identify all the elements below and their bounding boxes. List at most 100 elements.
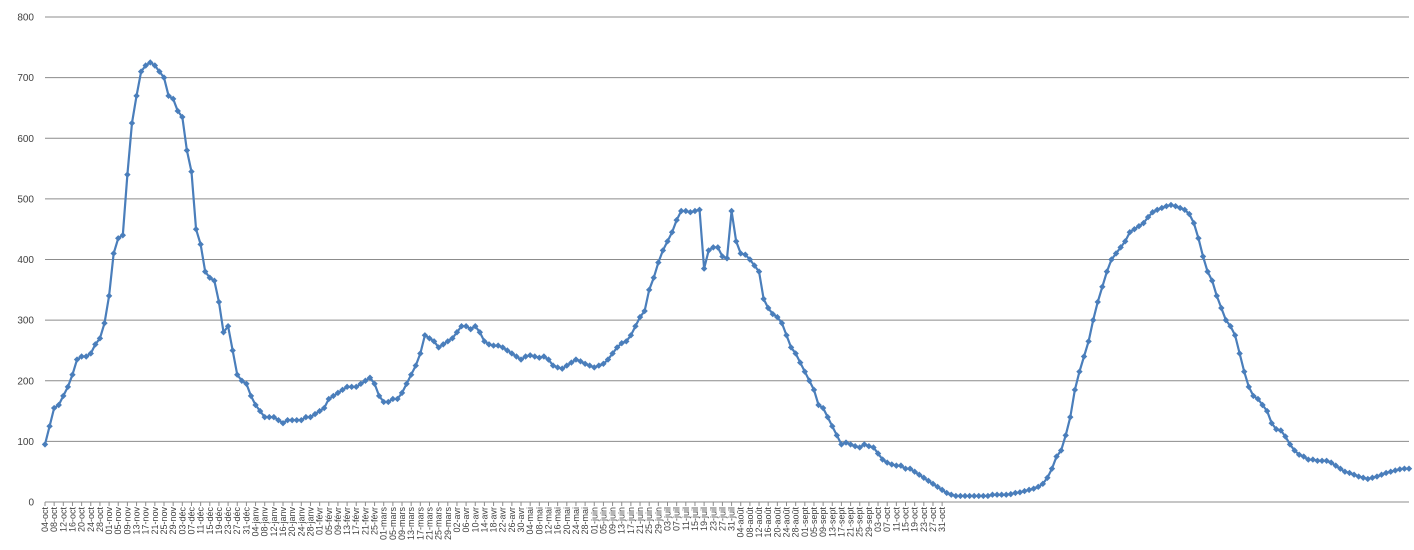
data-point	[682, 207, 690, 215]
data-point	[1053, 453, 1060, 460]
x-tick-label: 05-nov	[113, 507, 123, 535]
x-tick-label: 04-mai	[525, 507, 535, 535]
data-point	[897, 462, 905, 469]
x-tick-label: 25-sept	[855, 507, 865, 538]
data-point	[311, 410, 319, 418]
data-point	[815, 401, 822, 409]
data-point	[1392, 467, 1399, 474]
data-point	[325, 395, 332, 403]
data-point	[1158, 204, 1166, 212]
series-line	[43, 61, 1409, 498]
data-point	[215, 298, 223, 306]
data-point	[1190, 219, 1198, 227]
data-point	[993, 491, 1001, 498]
data-point	[792, 350, 799, 357]
data-point	[600, 360, 607, 367]
data-point	[742, 251, 749, 258]
data-point	[920, 474, 928, 481]
data-point	[613, 344, 621, 351]
data-point	[385, 398, 392, 406]
data-point	[627, 332, 635, 339]
x-tick-label: 12-août	[754, 507, 764, 538]
x-tick-label: 07-déc	[186, 507, 196, 535]
x-tick-label: 17-sept	[836, 507, 846, 538]
data-point	[1025, 486, 1033, 494]
data-point	[1327, 459, 1335, 466]
data-point	[696, 206, 703, 213]
data-point	[1360, 474, 1367, 481]
data-point	[426, 335, 433, 342]
data-point	[957, 492, 964, 500]
data-point	[691, 207, 699, 215]
x-tick-label: 05-mars	[388, 507, 398, 541]
data-point	[55, 401, 62, 409]
data-point	[632, 322, 639, 330]
data-point	[1250, 392, 1257, 400]
data-point	[284, 416, 291, 424]
data-point	[1273, 426, 1280, 433]
data-point	[764, 304, 772, 312]
data-point	[1241, 368, 1248, 375]
x-tick-label: 23-oct	[919, 507, 929, 533]
data-point	[723, 255, 731, 262]
y-tick-label: 800	[17, 13, 34, 24]
data-point	[737, 250, 744, 257]
data-point	[623, 338, 630, 345]
data-point	[192, 225, 200, 233]
data-point	[174, 107, 181, 115]
x-tick-label: 25-févr	[370, 507, 380, 535]
data-point	[1282, 433, 1289, 440]
data-point	[202, 268, 209, 275]
data-point	[508, 350, 516, 357]
series-layer	[41, 59, 1413, 500]
data-point	[179, 113, 186, 121]
data-point	[389, 395, 397, 403]
x-tick-label: 08-janv	[260, 507, 270, 537]
data-point	[156, 68, 163, 75]
data-point	[902, 465, 909, 472]
data-point	[252, 401, 259, 409]
y-tick-label: 200	[17, 376, 34, 387]
x-tick-label: 25-juin	[644, 507, 654, 534]
x-tick-label: 19-juil	[699, 507, 709, 531]
data-point	[540, 353, 548, 360]
data-point	[380, 398, 387, 406]
data-point	[165, 92, 172, 100]
data-point	[755, 268, 763, 275]
x-tick-label: 19-oct	[910, 507, 920, 533]
data-point	[1122, 238, 1129, 245]
x-tick-label: 15-oct	[901, 507, 911, 533]
y-tick-label: 300	[17, 316, 34, 327]
data-point	[1218, 304, 1225, 312]
data-point	[1337, 465, 1344, 472]
data-point	[819, 404, 827, 412]
x-tick-label: 09-nov	[122, 507, 132, 535]
data-point	[293, 416, 300, 424]
data-point	[421, 332, 429, 339]
data-point	[1382, 469, 1390, 477]
data-point	[929, 480, 937, 488]
data-point	[604, 356, 612, 363]
x-tick-label: 26-avr	[507, 507, 517, 533]
data-point	[46, 423, 53, 430]
data-point	[1067, 413, 1074, 421]
data-point	[554, 364, 561, 371]
data-point	[1259, 401, 1266, 409]
x-tick-label: 09-mars	[397, 507, 407, 541]
data-point	[961, 492, 969, 500]
data-point	[403, 380, 410, 387]
x-tick-label: 06-avr	[461, 507, 471, 533]
data-point	[595, 362, 603, 369]
x-tick-label: 16-août	[763, 507, 773, 538]
data-point	[1199, 253, 1207, 260]
x-tick-label: 08-août	[745, 507, 755, 538]
data-point	[1341, 468, 1349, 475]
data-point	[851, 443, 859, 450]
data-point	[536, 354, 543, 361]
data-point	[1213, 292, 1220, 300]
data-point	[357, 380, 365, 387]
data-point	[1277, 427, 1285, 434]
data-point	[407, 371, 415, 378]
data-point	[115, 235, 122, 242]
data-point	[64, 383, 72, 391]
